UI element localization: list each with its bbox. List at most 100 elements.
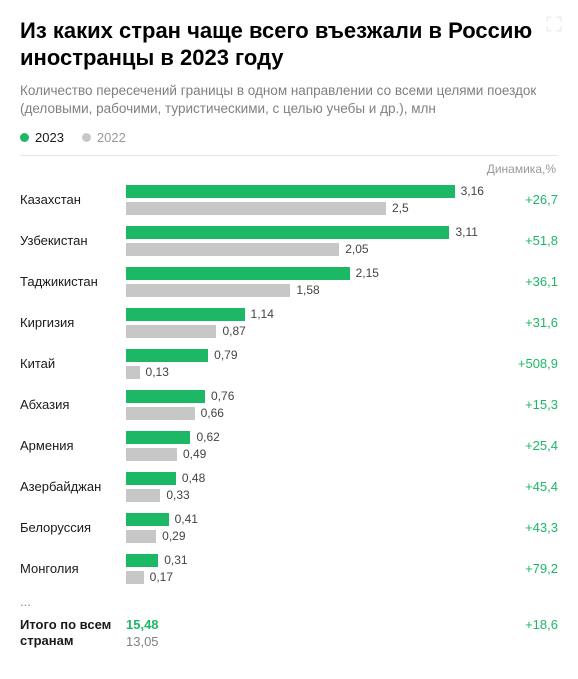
dynamics-value: +25,4 (498, 438, 558, 453)
bar-value-y2022: 1,58 (296, 283, 319, 297)
legend-dot-2022 (82, 133, 91, 142)
total-value-2023: 15,48 (126, 617, 490, 632)
bar-line-y2022: 2,05 (126, 242, 490, 256)
bar-y2023 (126, 390, 205, 403)
bar-group: 3,11 2,05 (126, 225, 490, 256)
dynamics-value: +43,3 (498, 520, 558, 535)
bar-y2022 (126, 366, 140, 379)
bar-group: 0,79 0,13 (126, 348, 490, 379)
dynamics-header: Динамика,% (20, 162, 558, 176)
bar-y2022 (126, 571, 144, 584)
bar-value-y2022: 0,66 (201, 406, 224, 420)
dynamics-value: +45,4 (498, 479, 558, 494)
country-label: Азербайджан (20, 479, 118, 494)
bar-line-y2022: 0,13 (126, 365, 490, 379)
bar-group: 0,48 0,33 (126, 471, 490, 502)
bar-line-y2022: 1,58 (126, 283, 490, 297)
bar-line-y2023: 1,14 (126, 307, 490, 321)
bar-value-y2023: 2,15 (356, 266, 379, 280)
chart-row: Казахстан 3,16 2,5 +26,7 (20, 184, 558, 215)
bar-value-y2023: 0,76 (211, 389, 234, 403)
dynamics-value: +79,2 (498, 561, 558, 576)
legend-label-2023: 2023 (35, 130, 64, 145)
bar-y2022 (126, 243, 339, 256)
bar-value-y2023: 0,31 (164, 553, 187, 567)
chart-row: Киргизия1,140,87+31,6 (20, 307, 558, 338)
bar-group: 0,31 0,17 (126, 553, 490, 584)
total-dynamics: +18,6 (498, 617, 558, 632)
ellipsis: ... (20, 594, 558, 609)
bar-value-y2023: 0,48 (182, 471, 205, 485)
bar-value-y2022: 0,33 (166, 488, 189, 502)
bar-line-y2022: 0,66 (126, 406, 490, 420)
bar-y2023 (126, 472, 176, 485)
bar-y2023 (126, 226, 449, 239)
bar-value-y2022: 2,5 (392, 201, 409, 215)
bar-group: 1,14 0,87 (126, 307, 490, 338)
bar-line-y2023: 0,62 (126, 430, 490, 444)
chart-row: Таджикистан2,151,58+36,1 (20, 266, 558, 297)
bar-line-y2023: 2,15 (126, 266, 490, 280)
chart-row: Азербайджан 0,48 0,33 +45,4 (20, 471, 558, 502)
country-label: Казахстан (20, 192, 118, 207)
legend-item-2023: 2023 (20, 130, 64, 145)
bar-line-y2023: 0,48 (126, 471, 490, 485)
bar-line-y2023: 0,79 (126, 348, 490, 362)
bar-value-y2022: 2,05 (345, 242, 368, 256)
bar-y2023 (126, 349, 208, 362)
bar-line-y2022: 0,17 (126, 570, 490, 584)
bar-value-y2023: 0,62 (196, 430, 219, 444)
chart-row: Армения 0,62 0,49 +25,4 (20, 430, 558, 461)
bar-y2023 (126, 513, 169, 526)
expand-icon[interactable] (544, 14, 564, 34)
bar-y2022 (126, 530, 156, 543)
legend-label-2022: 2022 (97, 130, 126, 145)
bar-line-y2022: 0,87 (126, 324, 490, 338)
bar-y2023 (126, 431, 190, 444)
dynamics-value: +36,1 (498, 274, 558, 289)
country-label: Монголия (20, 561, 118, 576)
bar-value-y2022: 0,49 (183, 447, 206, 461)
total-row: Итого по всем странам 15,48 13,05 +18,6 (20, 617, 558, 650)
country-label: Китай (20, 356, 118, 371)
chart-row: Белоруссия 0,41 0,29 +43,3 (20, 512, 558, 543)
bar-y2022 (126, 448, 177, 461)
bar-value-y2022: 0,17 (150, 570, 173, 584)
bar-group: 0,76 0,66 (126, 389, 490, 420)
bar-line-y2022: 0,49 (126, 447, 490, 461)
dynamics-value: +508,9 (498, 356, 558, 371)
bar-group: 2,15 1,58 (126, 266, 490, 297)
bar-line-y2023: 0,31 (126, 553, 490, 567)
bar-value-y2023: 3,11 (455, 225, 477, 239)
bar-line-y2022: 0,33 (126, 488, 490, 502)
chart-row: Монголия 0,31 0,17 +79,2 (20, 553, 558, 584)
total-label: Итого по всем странам (20, 617, 118, 650)
chart-subtitle: Количество пересечений границы в одном н… (20, 82, 558, 118)
bar-group: 0,41 0,29 (126, 512, 490, 543)
bar-value-y2023: 1,14 (251, 307, 274, 321)
country-label: Армения (20, 438, 118, 453)
bar-line-y2022: 0,29 (126, 529, 490, 543)
country-label: Абхазия (20, 397, 118, 412)
legend-dot-2023 (20, 133, 29, 142)
bar-line-y2023: 3,11 (126, 225, 490, 239)
bar-group: 0,62 0,49 (126, 430, 490, 461)
bar-y2022 (126, 202, 386, 215)
bar-y2022 (126, 407, 195, 420)
bar-y2022 (126, 284, 290, 297)
bar-value-y2023: 0,41 (175, 512, 198, 526)
total-value-2022: 13,05 (126, 634, 490, 649)
bar-line-y2023: 0,41 (126, 512, 490, 526)
bar-y2023 (126, 267, 350, 280)
legend-item-2022: 2022 (82, 130, 126, 145)
chart-row: Узбекистан3,112,05+51,8 (20, 225, 558, 256)
country-label: Белоруссия (20, 520, 118, 535)
bar-line-y2022: 2,5 (126, 201, 490, 215)
bar-line-y2023: 0,76 (126, 389, 490, 403)
dynamics-value: +26,7 (498, 192, 558, 207)
bar-value-y2023: 3,16 (461, 184, 484, 198)
divider (20, 155, 558, 156)
dynamics-value: +15,3 (498, 397, 558, 412)
bar-line-y2023: 3,16 (126, 184, 490, 198)
bar-y2022 (126, 489, 160, 502)
